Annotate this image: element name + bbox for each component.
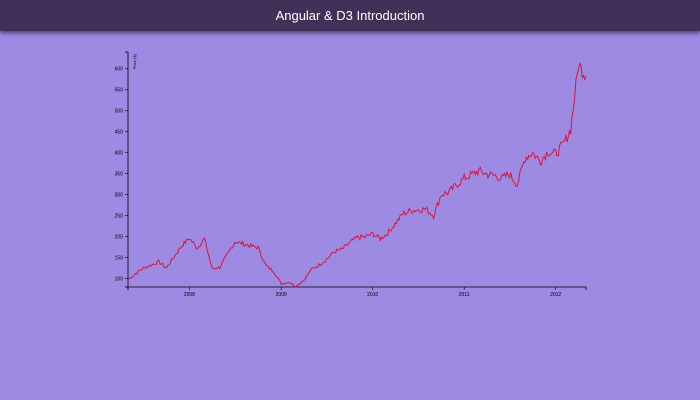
x-tick-label: 2008: [184, 292, 195, 298]
y-axis-domain: [125, 51, 129, 288]
page-header: Angular & D3 Introduction: [0, 0, 700, 31]
y-tick: 350: [115, 171, 128, 177]
y-tick: 200: [115, 234, 128, 240]
y-tick: 100: [115, 276, 128, 282]
x-axis: 2008 2009 2010 2011 2012: [127, 286, 587, 298]
y-tick: 500: [115, 109, 128, 115]
y-tick-label: 400: [115, 151, 124, 157]
y-tick-label: 300: [115, 192, 124, 198]
y-tick-label: 500: [115, 109, 124, 115]
x-tick: 2010: [367, 287, 378, 298]
y-tick-label: 350: [115, 171, 124, 177]
y-tick: 150: [115, 255, 128, 261]
x-tick: 2009: [276, 287, 287, 298]
y-tick-label: 250: [115, 213, 124, 219]
x-tick-label: 2009: [276, 292, 287, 298]
x-tick-label: 2010: [367, 292, 378, 298]
y-axis: 100 150 200 250 300 350 400 450 500 550 600: [115, 51, 129, 288]
y-tick: 250: [115, 213, 128, 219]
y-tick: 550: [115, 88, 128, 94]
x-tick: 2011: [459, 287, 470, 298]
y-tick-label: 100: [115, 276, 124, 282]
x-tick-label: 2011: [459, 292, 470, 298]
price-series-line: [127, 62, 587, 289]
y-tick: 300: [115, 192, 128, 198]
y-axis-label: Price ($): [132, 53, 137, 69]
x-tick: 2012: [550, 287, 561, 298]
x-axis-domain: [127, 286, 587, 290]
page-title: Angular & D3 Introduction: [275, 8, 425, 23]
y-tick-label: 550: [115, 88, 124, 94]
y-tick-label: 600: [115, 67, 124, 73]
y-tick-label: 150: [115, 255, 124, 261]
y-tick: 600: [115, 67, 128, 73]
y-tick-label: 450: [115, 130, 124, 136]
x-tick-label: 2012: [550, 292, 561, 298]
y-tick: 400: [115, 151, 128, 157]
y-tick-label: 200: [115, 234, 124, 240]
y-tick: 450: [115, 130, 128, 136]
x-tick: 2008: [184, 287, 195, 298]
